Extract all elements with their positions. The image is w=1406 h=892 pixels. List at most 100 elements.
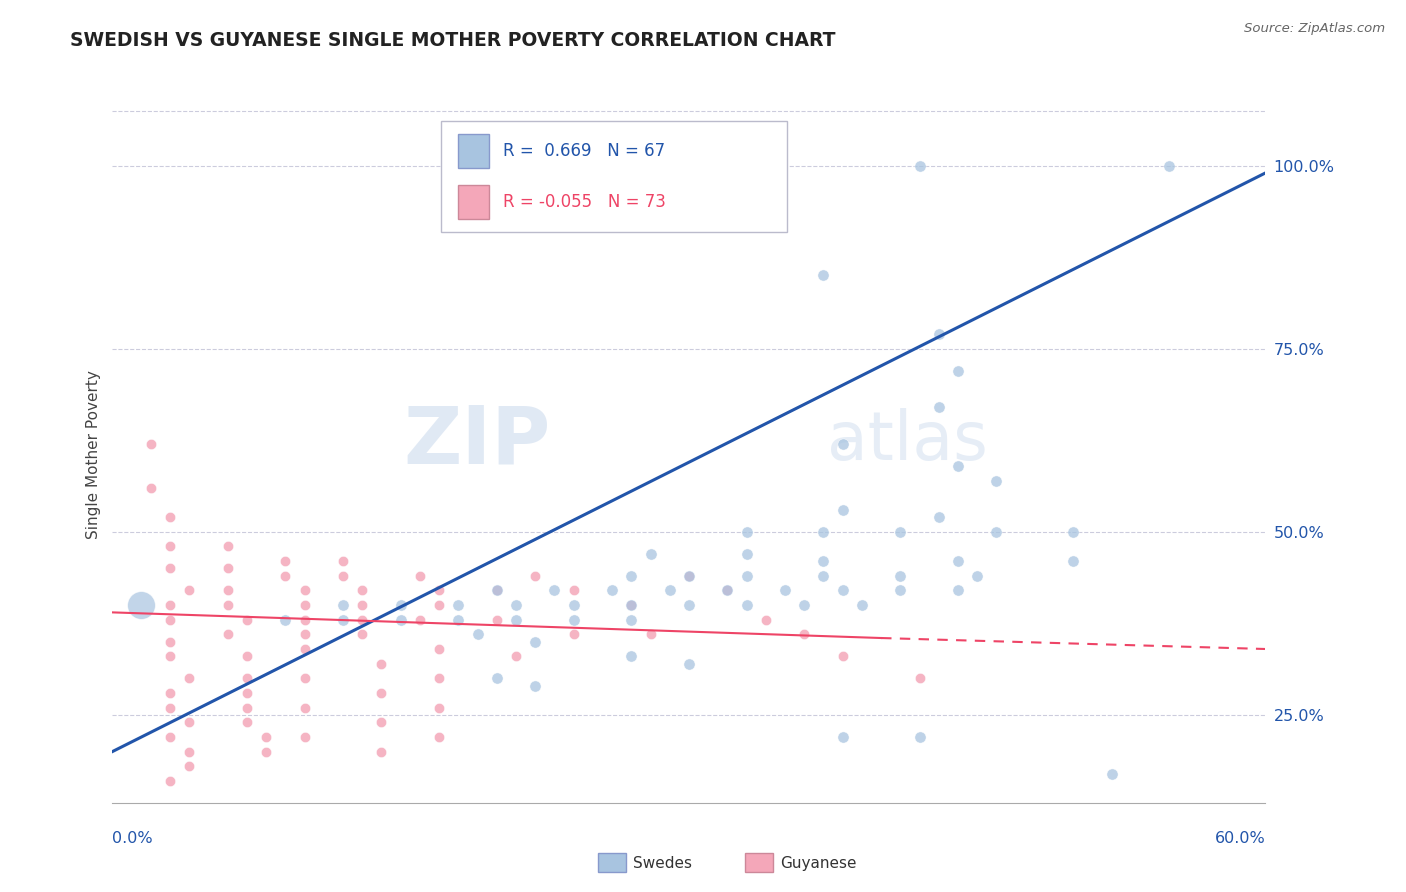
Point [524,679,547,693]
Point [485,613,508,627]
Point [159,634,181,648]
Point [505,613,527,627]
Point [735,598,758,612]
Point [889,568,911,582]
Text: 0.0%: 0.0% [112,831,153,846]
Point [831,583,853,598]
Point [678,598,700,612]
Point [620,598,643,612]
Point [427,598,450,612]
Point [179,715,201,730]
Point [716,159,738,173]
Point [159,773,181,788]
Point [294,642,316,657]
Point [217,583,239,598]
Point [813,554,835,568]
Point [159,613,181,627]
Point [831,649,853,664]
Point [1159,159,1181,173]
Point [159,700,181,714]
Point [294,598,316,612]
Point [352,598,374,612]
Point [562,598,585,612]
Point [332,568,354,582]
Point [658,583,681,598]
Point [831,437,853,451]
Point [716,583,738,598]
Point [928,401,950,415]
Point [179,583,201,598]
Point [352,613,374,627]
Point [735,547,758,561]
Point [274,554,297,568]
Point [485,583,508,598]
Point [773,583,796,598]
Point [946,364,969,378]
Point [946,458,969,473]
Point [485,583,508,598]
Text: 60.0%: 60.0% [1215,831,1265,846]
Point [332,613,354,627]
Text: R = -0.055   N = 73: R = -0.055 N = 73 [503,193,666,211]
Point [159,686,181,700]
Point [793,598,815,612]
Point [236,700,259,714]
Point [1274,159,1296,173]
Point [236,671,259,685]
Point [793,627,815,641]
Point [427,730,450,744]
Point [735,568,758,582]
Point [447,598,470,612]
Point [370,657,392,671]
Point [946,583,969,598]
Point [409,568,432,582]
Point [620,568,643,582]
Point [562,627,585,641]
Point [678,568,700,582]
Point [236,613,259,627]
Point [600,583,623,598]
Point [813,568,835,582]
Point [678,568,700,582]
Point [543,583,565,598]
Point [716,583,738,598]
Point [427,700,450,714]
Point [217,540,239,554]
Point [505,649,527,664]
Point [217,627,239,641]
Point [294,671,316,685]
Point [928,510,950,524]
Point [236,715,259,730]
Point [1062,554,1084,568]
Point [179,671,201,685]
Point [370,715,392,730]
Point [467,627,489,641]
Point [352,627,374,641]
Point [966,568,988,582]
Point [1101,766,1123,780]
Point [562,613,585,627]
Point [735,524,758,539]
Text: Guyanese: Guyanese [780,856,856,871]
Text: ZIP: ZIP [404,402,551,480]
Point [640,547,662,561]
Point [908,730,931,744]
Point [389,613,412,627]
Point [427,671,450,685]
Text: SWEDISH VS GUYANESE SINGLE MOTHER POVERTY CORRELATION CHART: SWEDISH VS GUYANESE SINGLE MOTHER POVERT… [70,31,835,50]
Point [274,568,297,582]
Point [678,657,700,671]
Text: R =  0.669   N = 67: R = 0.669 N = 67 [503,142,665,160]
Point [179,759,201,773]
Point [409,613,432,627]
Point [813,268,835,283]
Point [889,583,911,598]
Point [389,598,412,612]
Point [139,481,162,495]
Point [447,613,470,627]
Point [946,554,969,568]
Point [485,671,508,685]
Point [620,613,643,627]
Point [139,437,162,451]
Point [813,524,835,539]
